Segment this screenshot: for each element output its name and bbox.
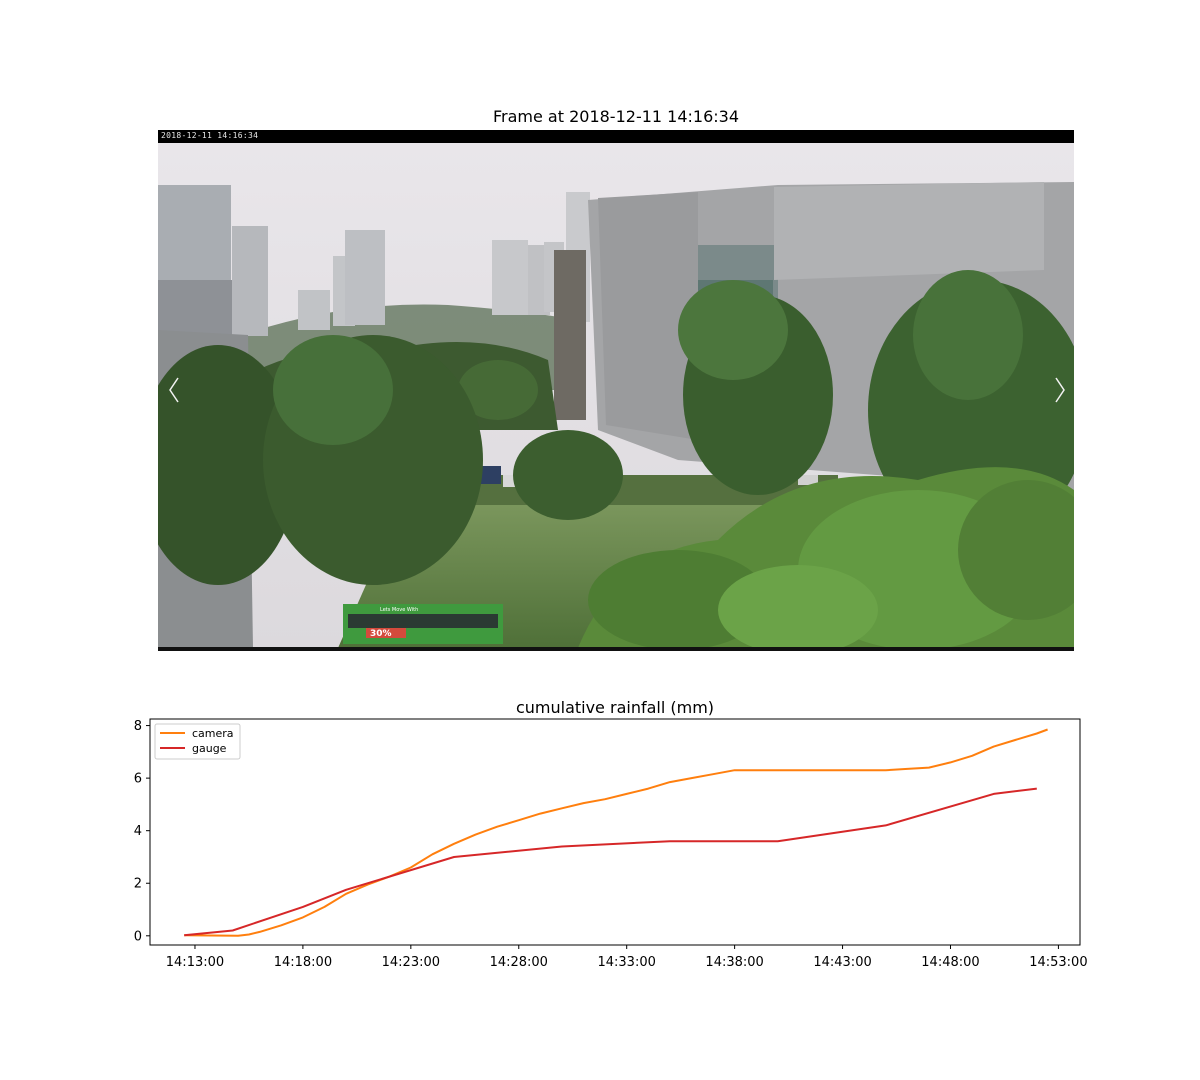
frame-title: Frame at 2018-12-11 14:16:34 [492,107,740,126]
x-tick-label: 14:43:00 [813,955,871,970]
x-tick-label: 14:23:00 [382,955,440,970]
bus-side-text: Lets Move With [380,607,418,613]
y-axis: 0 2 4 6 8 [134,719,150,944]
billboard-sign-text: 30% [370,629,392,639]
x-axis: 14:13:00 14:18:00 14:23:00 14:28:00 14:33:00… [166,945,1088,970]
x-tick-label: 14:13:00 [166,955,224,970]
series-line-gauge [184,787,1037,937]
x-tick-label: 14:53:00 [1029,955,1087,970]
frame-overlay-timestamp: 2018-12-11 14:16:34 [161,131,259,140]
x-tick-label: 14:28:00 [490,955,548,970]
y-tick-label: 2 [134,877,142,892]
camera-frame-image: 30% Lets Move With 2018-12-11 14:16:34 [158,130,1074,651]
chevron-right-icon[interactable] [1055,377,1065,403]
x-tick-label: 14:48:00 [921,955,979,970]
y-tick-label: 4 [134,824,142,839]
y-tick-label: 0 [134,929,142,944]
y-tick-label: 8 [134,719,142,734]
legend-label-gauge: gauge [192,742,227,755]
series-line-camera [184,728,1048,937]
x-tick-label: 14:33:00 [597,955,655,970]
legend: camera gauge [154,723,241,760]
legend-label-camera: camera [192,727,234,740]
x-tick-label: 14:18:00 [274,955,332,970]
chevron-left-icon[interactable] [169,377,179,403]
x-tick-label: 14:38:00 [705,955,763,970]
plot-frame [149,718,1081,946]
chart-title: cumulative rainfall (mm) [516,698,714,717]
camera-scene: 30% Lets Move With [158,130,1074,651]
y-tick-label: 6 [134,772,142,787]
series-lines [184,728,1048,937]
